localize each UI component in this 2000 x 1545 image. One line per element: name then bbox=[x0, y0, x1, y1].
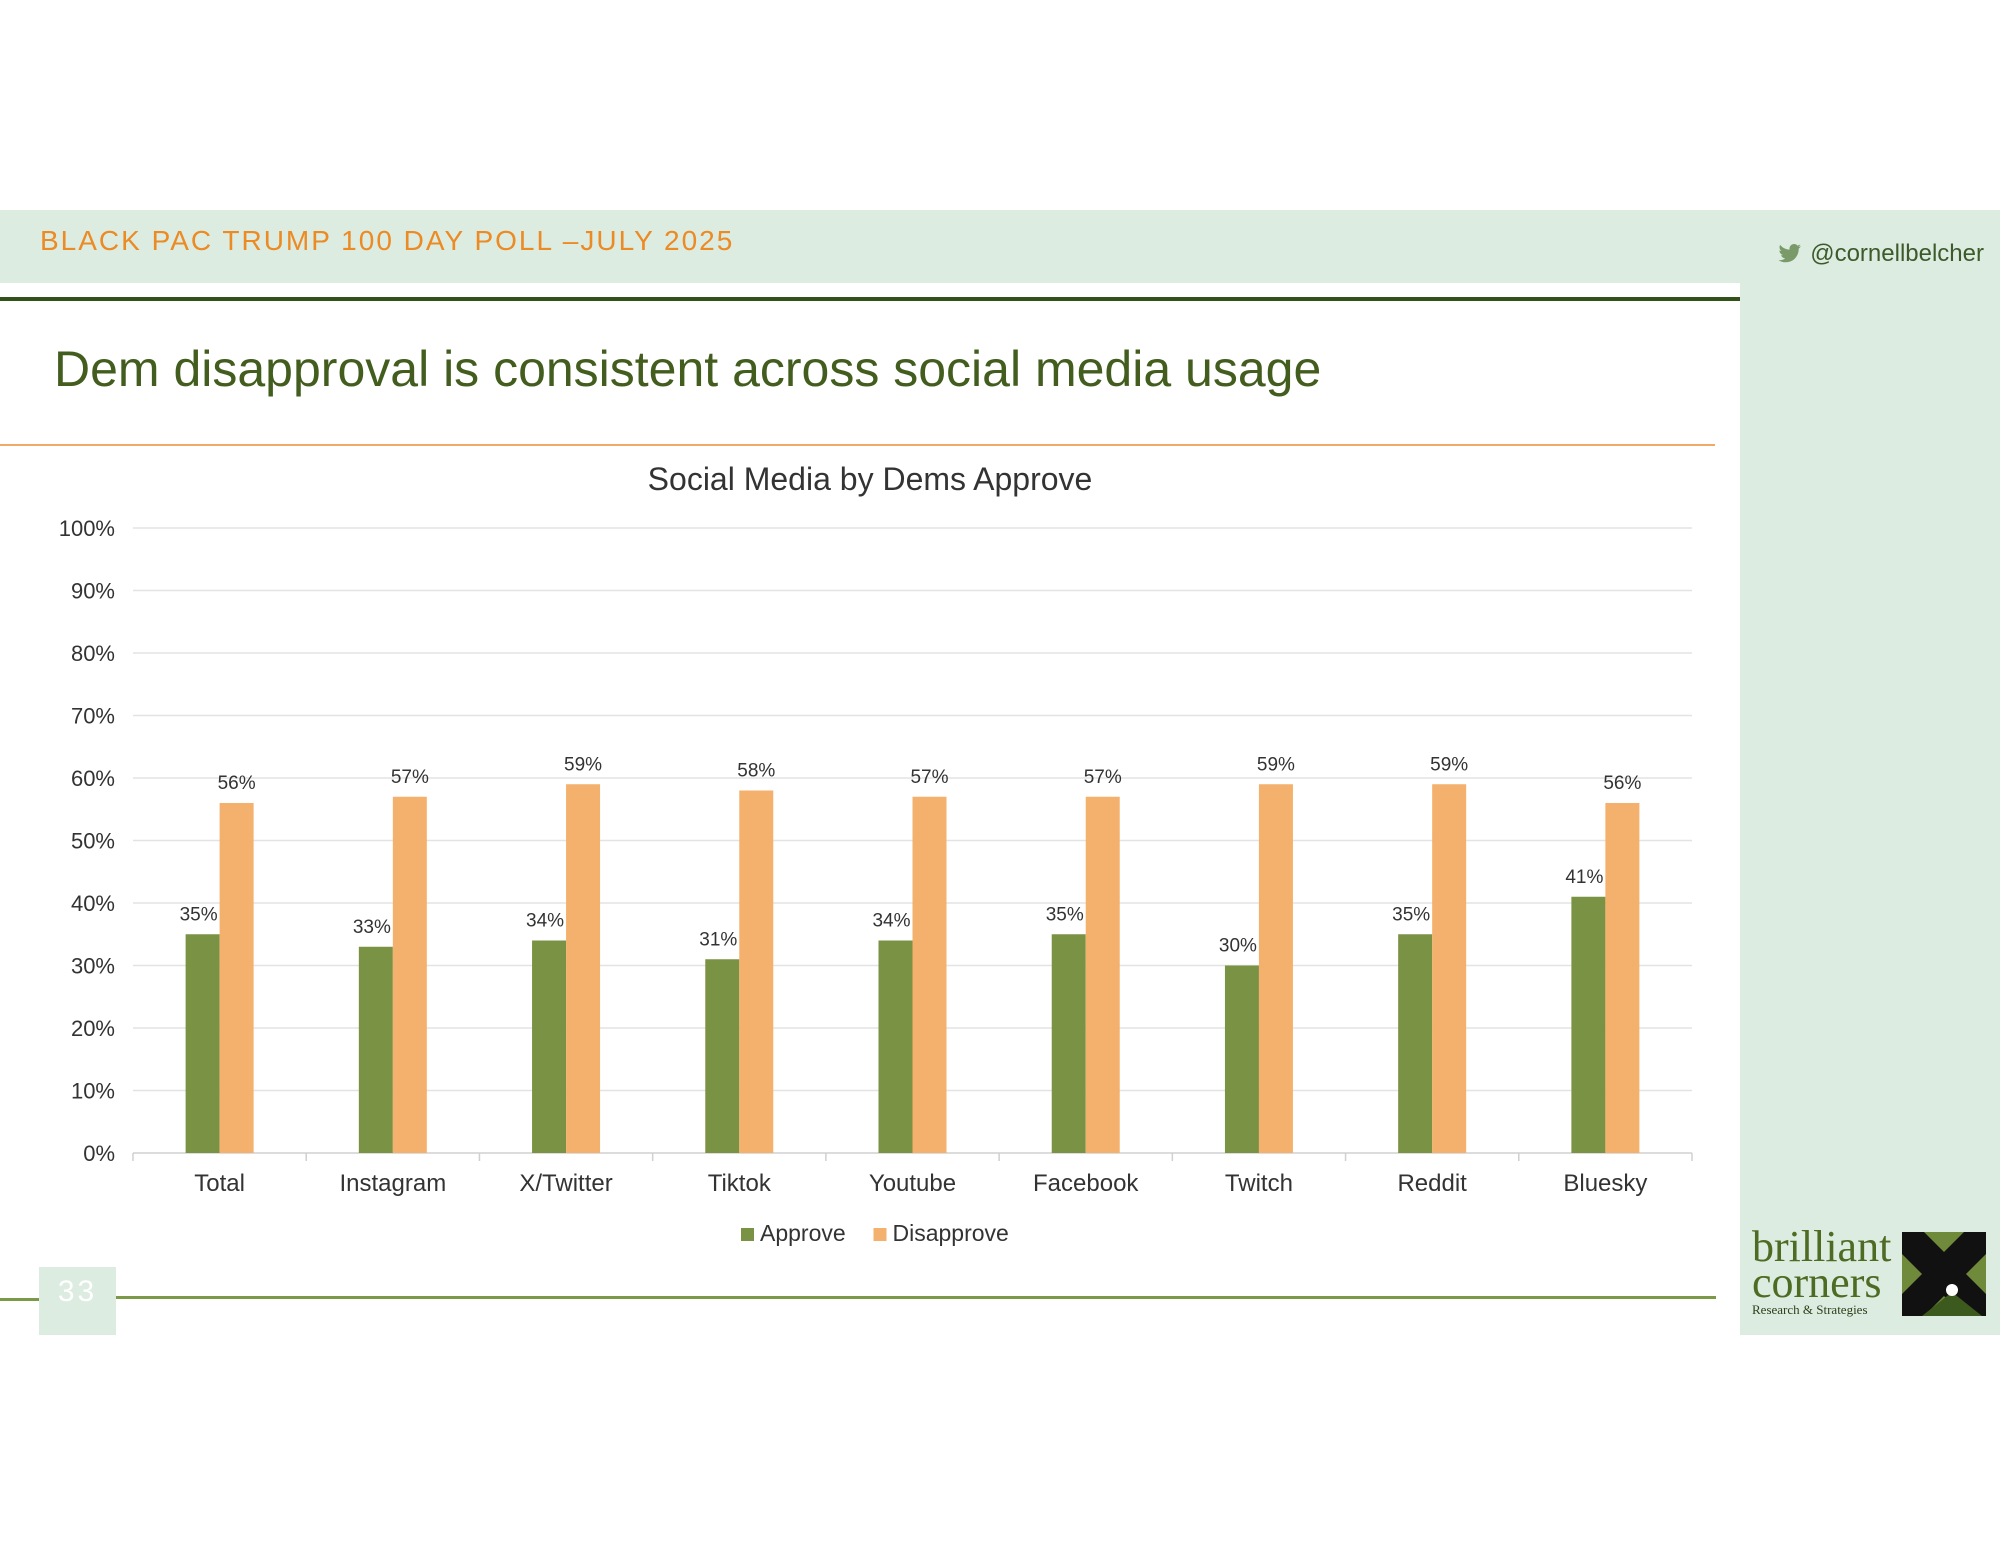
data-label-approve: 30% bbox=[1219, 936, 1257, 957]
right-side-panel bbox=[1740, 283, 2000, 1335]
y-tick-label: 80% bbox=[71, 641, 115, 666]
page-number-box bbox=[39, 1267, 116, 1335]
data-label-approve: 35% bbox=[1046, 904, 1084, 925]
bar-approve bbox=[358, 946, 393, 1153]
data-label-disapprove: 58% bbox=[737, 761, 775, 782]
y-tick-label: 70% bbox=[71, 704, 115, 729]
bar-disapprove bbox=[392, 796, 427, 1153]
x-tick-label: Tiktok bbox=[708, 1170, 772, 1197]
bar-approve bbox=[185, 934, 220, 1153]
bar-disapprove bbox=[1605, 803, 1640, 1153]
legend-label-approve: Approve bbox=[760, 1220, 846, 1246]
y-tick-label: 90% bbox=[71, 579, 115, 604]
header-rule bbox=[0, 297, 2000, 301]
x-tick-label: Bluesky bbox=[1563, 1170, 1647, 1197]
logo-x-mark-icon bbox=[1902, 1232, 1986, 1316]
slide-title: Dem disapproval is consistent across soc… bbox=[54, 341, 1322, 397]
data-label-disapprove: 56% bbox=[1603, 773, 1641, 794]
data-label-approve: 35% bbox=[180, 904, 218, 925]
y-tick-label: 20% bbox=[71, 1016, 115, 1041]
footer-rule-left bbox=[0, 1298, 39, 1301]
bar-disapprove bbox=[1258, 784, 1293, 1153]
data-label-disapprove: 59% bbox=[1257, 754, 1295, 775]
brilliant-corners-logo: brilliant corners Research & Strategies bbox=[1752, 1222, 1892, 1318]
chart-legend: Approve Disapprove bbox=[741, 1220, 1009, 1246]
chart-title: Social Media by Dems Approve bbox=[648, 461, 1093, 497]
data-label-disapprove: 57% bbox=[391, 767, 429, 788]
data-label-disapprove: 59% bbox=[564, 754, 602, 775]
bar-approve bbox=[1398, 934, 1433, 1153]
data-label-approve: 34% bbox=[872, 911, 910, 932]
data-label-disapprove: 57% bbox=[910, 767, 948, 788]
x-tick-label: Twitch bbox=[1225, 1170, 1293, 1197]
header-band bbox=[0, 210, 2000, 283]
y-axis-ticks: 0% 10% 20% 30% 40% 50% 60% 70% 80% 90% 100% bbox=[59, 516, 115, 1166]
bar-approve bbox=[1571, 896, 1606, 1153]
bar-disapprove bbox=[1432, 784, 1467, 1153]
data-label-approve: 31% bbox=[699, 929, 737, 950]
legend-swatch-disapprove bbox=[873, 1228, 887, 1241]
data-label-disapprove: 57% bbox=[1084, 767, 1122, 788]
page-number: 33 bbox=[57, 1275, 98, 1308]
logo-word-brilliant: brilliant bbox=[1752, 1222, 1892, 1271]
bar-disapprove bbox=[219, 803, 254, 1153]
bar-approve bbox=[878, 940, 913, 1153]
bar-disapprove bbox=[566, 784, 601, 1153]
x-tick-label: Youtube bbox=[869, 1170, 956, 1197]
bar-disapprove bbox=[1085, 796, 1120, 1153]
y-tick-label: 50% bbox=[71, 829, 115, 854]
x-tick-label: Facebook bbox=[1033, 1170, 1139, 1197]
x-axis-ticks: Total Instagram X/Twitter Tiktok Youtube Face… bbox=[132, 1153, 1693, 1197]
bar-approve bbox=[705, 959, 740, 1153]
data-label-approve: 41% bbox=[1565, 867, 1603, 888]
data-label-approve: 34% bbox=[526, 911, 564, 932]
data-label-approve: 33% bbox=[353, 917, 391, 938]
bar-disapprove bbox=[912, 796, 947, 1153]
y-tick-label: 30% bbox=[71, 954, 115, 979]
twitter-handle-text: @cornellbelcher bbox=[1810, 240, 1984, 267]
x-tick-label: Total bbox=[194, 1170, 245, 1197]
twitter-handle[interactable]: @cornellbelcher bbox=[1778, 240, 1984, 268]
y-tick-label: 10% bbox=[71, 1079, 115, 1104]
logo-word-corners: corners bbox=[1752, 1258, 1882, 1307]
data-label-approve: 35% bbox=[1392, 904, 1430, 925]
chart-bars: 35% 56% 33% 57% 34% 59% 31% 58% 34% 57% 35% 57% 30% 5… bbox=[180, 754, 1642, 1153]
legend-swatch-approve bbox=[741, 1228, 754, 1241]
legend-label-disapprove: Disapprove bbox=[893, 1220, 1009, 1246]
twitter-bird-icon bbox=[1778, 244, 1802, 263]
bar-disapprove bbox=[739, 790, 774, 1153]
y-tick-label: 100% bbox=[59, 516, 115, 541]
bar-approve bbox=[1224, 965, 1259, 1153]
x-tick-label: Reddit bbox=[1397, 1170, 1467, 1197]
logo-subtitle: Research & Strategies bbox=[1752, 1302, 1868, 1317]
x-tick-label: X/Twitter bbox=[519, 1170, 612, 1197]
data-label-disapprove: 59% bbox=[1430, 754, 1468, 775]
poll-title: BLACK PAC TRUMP 100 DAY POLL –JULY 2025 bbox=[40, 225, 735, 256]
bar-chart: Social Media by Dems Approve 0% 10% 20% 30%… bbox=[59, 461, 1693, 1246]
bar-approve bbox=[532, 940, 567, 1153]
y-tick-label: 60% bbox=[71, 766, 115, 791]
title-rule bbox=[0, 444, 1715, 446]
x-tick-label: Instagram bbox=[339, 1170, 446, 1197]
bar-approve bbox=[1051, 934, 1086, 1153]
footer-rule bbox=[116, 1296, 1716, 1299]
y-tick-label: 0% bbox=[83, 1141, 115, 1166]
data-label-disapprove: 56% bbox=[218, 773, 256, 794]
y-tick-label: 40% bbox=[71, 891, 115, 916]
